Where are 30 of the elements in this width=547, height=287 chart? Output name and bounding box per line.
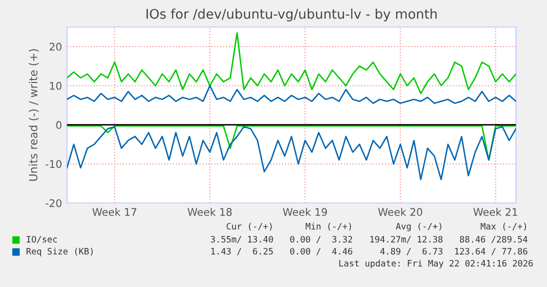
y-tick-label: -10 xyxy=(46,160,62,168)
text: 4.89 / 6.73 xyxy=(380,248,442,256)
text: Max (-/+) xyxy=(480,222,526,231)
text: 194.27m/ 12.38 xyxy=(370,236,443,244)
legend-label: IO/sec xyxy=(26,236,57,244)
text: Min (-/+) xyxy=(306,222,351,231)
line-series xyxy=(67,126,516,180)
y-tick-label: -20 xyxy=(46,199,62,208)
text: Last update: Fri May 22 02:41:16 2026 xyxy=(339,260,533,268)
text: Avg (-/+) xyxy=(396,222,442,232)
chart-title: IOs for /dev/ubuntu-vg/ubuntu-lv - by month xyxy=(146,8,437,22)
text: 123.64 / 77.86 xyxy=(455,248,528,256)
x-tick-label: Week 18 xyxy=(188,208,232,216)
y-axis-title: Units read (-) / write (+) xyxy=(28,49,39,181)
x-tick-label: Week 20 xyxy=(378,208,422,216)
text: 0.00 / 4.46 xyxy=(290,248,352,256)
text: 3.55m/ 13.40 xyxy=(210,236,273,244)
legend-label: Req Size (KB) xyxy=(26,248,93,256)
x-tick-label: Week 21 xyxy=(473,208,518,216)
y-tick-label: 0 xyxy=(56,121,62,129)
line-series xyxy=(67,32,516,94)
text: 1.43 / 6.25 xyxy=(211,248,273,256)
x-tick-label: Week 19 xyxy=(282,208,327,216)
line-series xyxy=(67,84,516,104)
x-tick-label: Week 17 xyxy=(92,208,136,216)
text: Cur (-/+) xyxy=(226,222,272,231)
text: 88.46 /289.54 xyxy=(460,236,528,244)
y-tick-label: 10 xyxy=(50,82,62,90)
text: 0.00 / 3.32 xyxy=(290,236,352,244)
y-tick-label: 20 xyxy=(50,42,62,51)
